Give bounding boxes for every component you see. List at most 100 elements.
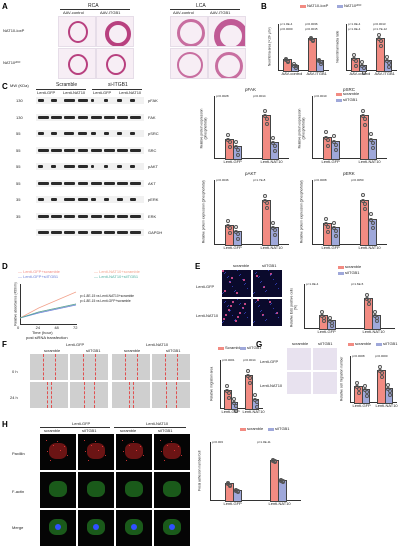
blot-band xyxy=(90,148,102,152)
x-tick-label: Lenti-GFP xyxy=(221,409,240,414)
protein-label: SRC xyxy=(148,147,157,153)
x-tick-label: Lenti-NAT10 xyxy=(358,245,381,250)
x-tick-label: 0 xyxy=(17,325,20,330)
data-point xyxy=(270,220,275,225)
he-image xyxy=(96,16,134,47)
data-point xyxy=(247,376,252,381)
if-image xyxy=(116,472,152,508)
data-point xyxy=(385,382,390,387)
data-point xyxy=(227,145,232,150)
data-point xyxy=(368,132,373,137)
cell-body xyxy=(49,443,67,459)
col-scramble: scramble xyxy=(44,348,61,353)
data-point xyxy=(319,310,324,315)
blot-band xyxy=(90,214,102,218)
nucleus xyxy=(239,304,241,306)
blot-band xyxy=(90,198,96,201)
he-image xyxy=(170,16,208,47)
data-point xyxy=(233,403,238,408)
legend-swatch-siitgb1 xyxy=(268,428,274,431)
legend-swatch-cko xyxy=(337,5,343,8)
nucleus xyxy=(234,320,236,322)
data-point xyxy=(361,70,366,75)
legend-swatch-siitgb1 xyxy=(376,343,382,346)
panel-label-a: A xyxy=(2,2,8,11)
chart-axes xyxy=(346,24,397,71)
blot-band xyxy=(51,198,58,201)
nucleus xyxy=(265,291,267,293)
legend-swatch-siitgb1 xyxy=(240,347,246,350)
chart-title: pSRC xyxy=(343,87,356,92)
nucleus xyxy=(232,286,234,288)
wound-edge xyxy=(125,354,126,380)
nucleus xyxy=(235,290,237,292)
nucleus xyxy=(265,320,267,322)
data-point xyxy=(233,224,238,229)
data-point xyxy=(362,207,367,212)
edu-cell xyxy=(263,286,265,288)
nucleus xyxy=(169,524,175,530)
nucleus xyxy=(222,293,224,295)
panel-label-f: F xyxy=(2,340,7,349)
focal-adhesion xyxy=(98,450,100,452)
blot-band xyxy=(117,99,122,102)
nucleus xyxy=(255,273,257,275)
data-point xyxy=(318,61,323,66)
wound-edge xyxy=(83,354,84,380)
focal-adhesion xyxy=(53,445,55,447)
chart-axes xyxy=(278,24,329,71)
focal-adhesion xyxy=(181,455,183,457)
data-point xyxy=(262,109,267,114)
blot-band xyxy=(130,165,136,168)
nucleus xyxy=(244,284,246,286)
if-image xyxy=(78,472,114,508)
x-tick-label: AAV-ITGB1 xyxy=(374,71,395,76)
chart-axes xyxy=(210,442,301,501)
legend-swatch-scramble xyxy=(218,347,224,350)
wound-edge xyxy=(94,382,95,408)
blot-band xyxy=(130,99,136,102)
nucleus xyxy=(225,301,227,303)
x-tick-label: Lenti-NAT10 xyxy=(260,245,283,250)
nucleus xyxy=(261,281,263,283)
chart-axes xyxy=(312,180,387,245)
edu-cell xyxy=(239,312,241,314)
transwell-image xyxy=(287,372,311,394)
data-point xyxy=(227,226,232,231)
blot-band xyxy=(64,231,76,234)
transwell-image xyxy=(287,348,311,370)
focal-adhesion xyxy=(178,446,180,448)
blot-strip xyxy=(36,179,144,187)
x-tick-label: Lenti-GFP xyxy=(321,245,340,250)
protein-label: FAK xyxy=(148,114,156,120)
blot-band xyxy=(117,148,128,152)
data-point xyxy=(362,122,367,127)
focal-adhesion xyxy=(91,445,93,447)
blot-band xyxy=(104,198,109,201)
chart-title: pERK xyxy=(343,171,355,176)
series-line xyxy=(19,291,77,319)
legend-scramble: Scramble xyxy=(225,345,242,350)
wound-edge xyxy=(133,382,134,408)
chart-axes xyxy=(214,180,289,245)
chart-neointima-media-ratio: Neointima/media ratio AAV-control AAV-ITGB… xyxy=(334,12,398,80)
focal-adhesion xyxy=(171,441,173,443)
blot-band xyxy=(64,165,76,168)
blot-band xyxy=(130,198,137,201)
p-value-annotation: p=1.8E-15 vs Lenti-GFP+scramble xyxy=(80,299,131,303)
data-point xyxy=(227,140,232,145)
edu-cell xyxy=(236,292,238,294)
data-point xyxy=(316,58,321,63)
nucleus xyxy=(273,279,275,281)
data-point xyxy=(323,130,328,135)
he-image xyxy=(58,48,96,79)
he-image xyxy=(208,16,246,47)
blot-band xyxy=(64,132,74,135)
p-value: p<1.0E-4 xyxy=(280,22,293,26)
data-point xyxy=(231,396,236,401)
y-axis-label: Relative protein expression (phospho/tot… xyxy=(297,108,306,149)
edu-cell xyxy=(235,320,237,322)
edu-cell xyxy=(276,312,278,314)
p-value: p=0.0050 xyxy=(351,178,364,182)
nucleus xyxy=(271,274,273,276)
